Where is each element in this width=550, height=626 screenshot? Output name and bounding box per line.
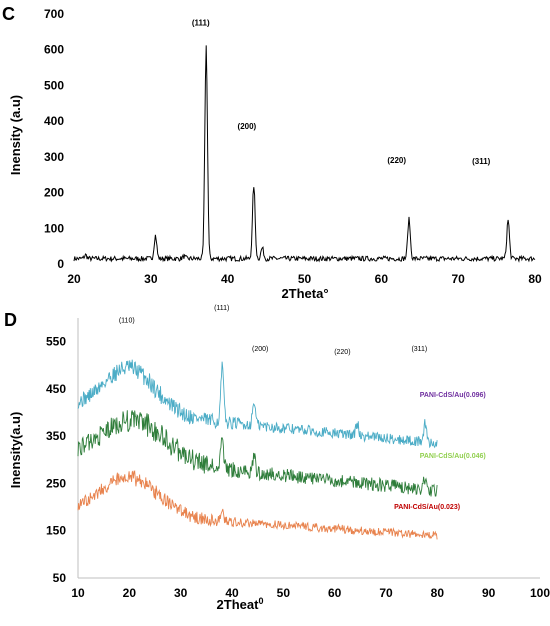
- panel-c-peak-label-3: (311): [472, 157, 491, 166]
- panel-d-x-axis-title-main: 2Theat: [217, 597, 260, 612]
- panel-c-label: C: [2, 4, 15, 24]
- panel-c-y-tick-1: 100: [44, 221, 64, 235]
- panel-d-peak-label-0: (110): [119, 318, 135, 325]
- panel-c-plot: [73, 45, 536, 263]
- panel-d-x-tick-3: 40: [225, 586, 239, 600]
- panel-d-axes: [77, 318, 540, 579]
- panel-c-x-tick-3: 50: [298, 272, 312, 286]
- panel-c-x-tick-2: 40: [221, 272, 235, 286]
- panel-d-ticks: 50 150 250 350 450 550 10 20 30 40 50 60 70 80 90 100: [46, 335, 550, 600]
- panel-c-x-tick-6: 80: [528, 272, 542, 286]
- panel-d-x-tick-9: 100: [530, 586, 550, 600]
- panel-d-x-tick-8: 90: [482, 586, 496, 600]
- panel-c-chart: C Inensity (a.u) 2Theta° 0 100 200 300 400 50…: [2, 4, 542, 301]
- panel-d-legend: PANI-CdS/Au(0.096) PANI-CdS/Au(0.046) PANI…: [394, 392, 486, 511]
- panel-d-y-tick-5: 550: [46, 335, 66, 349]
- panel-c-peak-label-0: (111): [192, 18, 210, 27]
- panel-d-legend-label-1: PANI-CdS/Au(0.046): [420, 453, 486, 460]
- panel-d-y-tick-3: 350: [46, 429, 66, 443]
- panel-d-x-tick-4: 50: [277, 586, 291, 600]
- panel-d-x-tick-6: 70: [379, 586, 393, 600]
- panel-d-x-tick-7: 80: [431, 586, 445, 600]
- panel-d-peak-label-1: (111): [214, 305, 229, 312]
- panel-c-y-tick-6: 600: [44, 43, 64, 57]
- panel-c-y-axis-title: Inensity (a.u): [8, 95, 23, 175]
- panel-d-series-line-0: [77, 359, 438, 449]
- panel-d-label: D: [4, 310, 17, 330]
- panel-d-peak-label-2: (200): [252, 346, 268, 353]
- panel-c-x-tick-4: 60: [375, 272, 389, 286]
- panel-c-y-tick-4: 400: [44, 114, 64, 128]
- panel-c-x-axis-title: 2Theta°: [281, 286, 328, 301]
- panel-d-x-tick-2: 30: [174, 586, 188, 600]
- panel-d-legend-label-2: PANI-CdS/Au(0.023): [394, 504, 460, 511]
- panel-c-peak-label-2: (220): [387, 156, 406, 165]
- panel-c-y-tick-5: 500: [44, 78, 64, 92]
- panel-c-y-tick-3: 300: [44, 150, 64, 164]
- panel-d-y-tick-1: 150: [46, 524, 66, 538]
- panel-c-peak-label-1: (200): [238, 122, 257, 131]
- panel-c-y-tick-0: 0: [57, 257, 64, 271]
- panel-d-y-tick-2: 250: [46, 476, 66, 490]
- panel-d-series-line-2: [77, 469, 438, 540]
- panel-d-peak-label-4: (311): [411, 346, 427, 353]
- panel-d-x-tick-0: 10: [71, 586, 85, 600]
- panel-d-series-line-1: [77, 410, 438, 497]
- panel-c-y-tick-7: 700: [44, 7, 64, 21]
- panel-c-ticks: 0 100 200 300 400 500 600 700 20 30 40 50 60 70 80: [44, 7, 542, 286]
- panel-d-x-tick-5: 60: [328, 586, 342, 600]
- panel-d-chart: D Inensity(a.u) 2Theat0 50 150 250 350 450 55…: [4, 305, 550, 612]
- panel-c-x-tick-5: 70: [451, 272, 465, 286]
- panel-d-legend-label-0: PANI-CdS/Au(0.096): [420, 392, 486, 399]
- panel-d-x-axis-title-sup: 0: [258, 596, 263, 606]
- panel-d-plot: [77, 359, 438, 540]
- panel-c-series-line: [73, 45, 536, 263]
- panel-d-y-tick-4: 450: [46, 382, 66, 396]
- panel-d-x-axis-title: 2Theat0: [217, 596, 264, 612]
- panel-d-peak-label-3: (220): [334, 349, 350, 356]
- panel-c-annotations: (111) (200) (220) (311): [192, 18, 491, 166]
- panel-d-x-tick-1: 20: [123, 586, 137, 600]
- panel-d-y-axis-title: Inensity(a.u): [8, 412, 23, 489]
- panel-d-annotations: (110) (111) (200) (220) (311): [119, 305, 427, 356]
- panel-c-x-tick-1: 30: [144, 272, 158, 286]
- panel-c-x-tick-0: 20: [67, 272, 81, 286]
- panel-c-y-tick-2: 200: [44, 186, 64, 200]
- panel-d-y-tick-0: 50: [53, 571, 67, 585]
